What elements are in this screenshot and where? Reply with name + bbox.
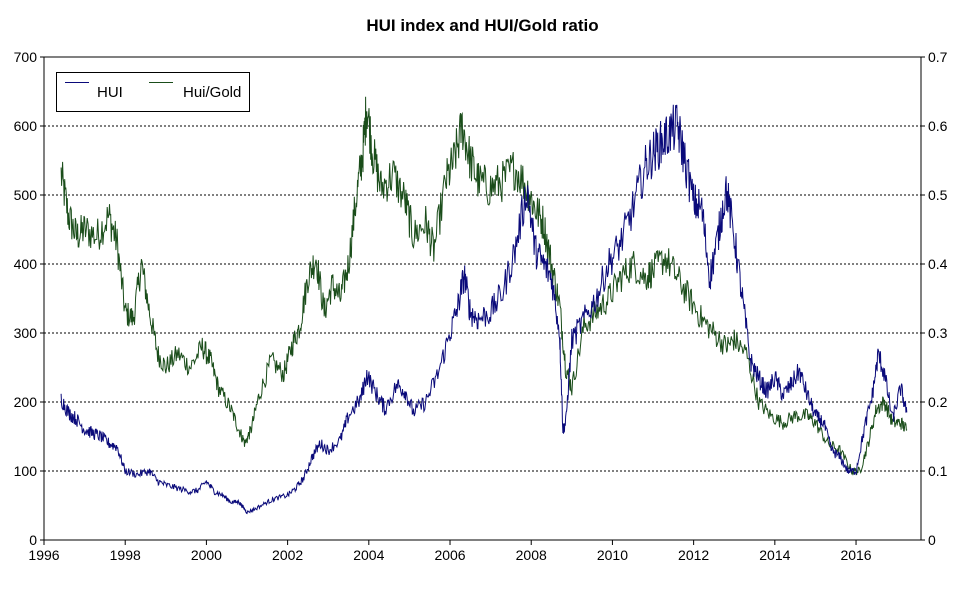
y-left-tick-label: 500 — [14, 187, 38, 203]
x-tick-label: 2014 — [759, 547, 790, 563]
series-line-hui-gold — [60, 96, 908, 476]
y-right-tick-label: 0.3 — [928, 325, 948, 341]
y-right-tick-label: 0.1 — [928, 463, 948, 479]
legend-label-hui: HUI — [97, 84, 123, 101]
x-tick-label: 2006 — [434, 547, 465, 563]
legend-swatch-hui-gold — [149, 82, 173, 83]
plot-frame — [43, 56, 922, 541]
y-left-tick-label: 200 — [14, 394, 38, 410]
chart-title: HUI index and HUI/Gold ratio — [366, 16, 599, 35]
legend-label-hui-gold: Hui/Gold — [183, 84, 242, 101]
series-line-hui — [60, 104, 908, 515]
legend-swatch-hui — [65, 82, 89, 83]
x-tick-label: 2000 — [191, 547, 222, 563]
y-right-tick-label: 0.4 — [928, 256, 948, 272]
y-right-tick-label: 0.2 — [928, 394, 948, 410]
x-tick-label: 2004 — [353, 547, 384, 563]
x-tick-label: 2008 — [516, 547, 547, 563]
y-left-tick-label: 600 — [14, 118, 38, 134]
x-tick-label: 1998 — [110, 547, 141, 563]
y-right-tick-label: 0.5 — [928, 187, 948, 203]
y-left-tick-label: 0 — [29, 532, 37, 548]
y-left-tick-label: 300 — [14, 325, 38, 341]
x-tick-label: 1996 — [28, 547, 59, 563]
y-left-tick-label: 400 — [14, 256, 38, 272]
x-tick-label: 2012 — [678, 547, 709, 563]
y-right-tick-label: 0.6 — [928, 118, 948, 134]
x-tick-label: 2016 — [840, 547, 871, 563]
legend: HUI Hui/Gold — [56, 72, 250, 112]
y-left-tick-label: 700 — [14, 49, 38, 65]
x-tick-label: 2010 — [597, 547, 628, 563]
y-right-tick-label: 0.7 — [928, 49, 948, 65]
x-tick-label: 2002 — [272, 547, 303, 563]
y-right-tick-label: 0 — [928, 532, 936, 548]
y-left-tick-label: 100 — [14, 463, 38, 479]
